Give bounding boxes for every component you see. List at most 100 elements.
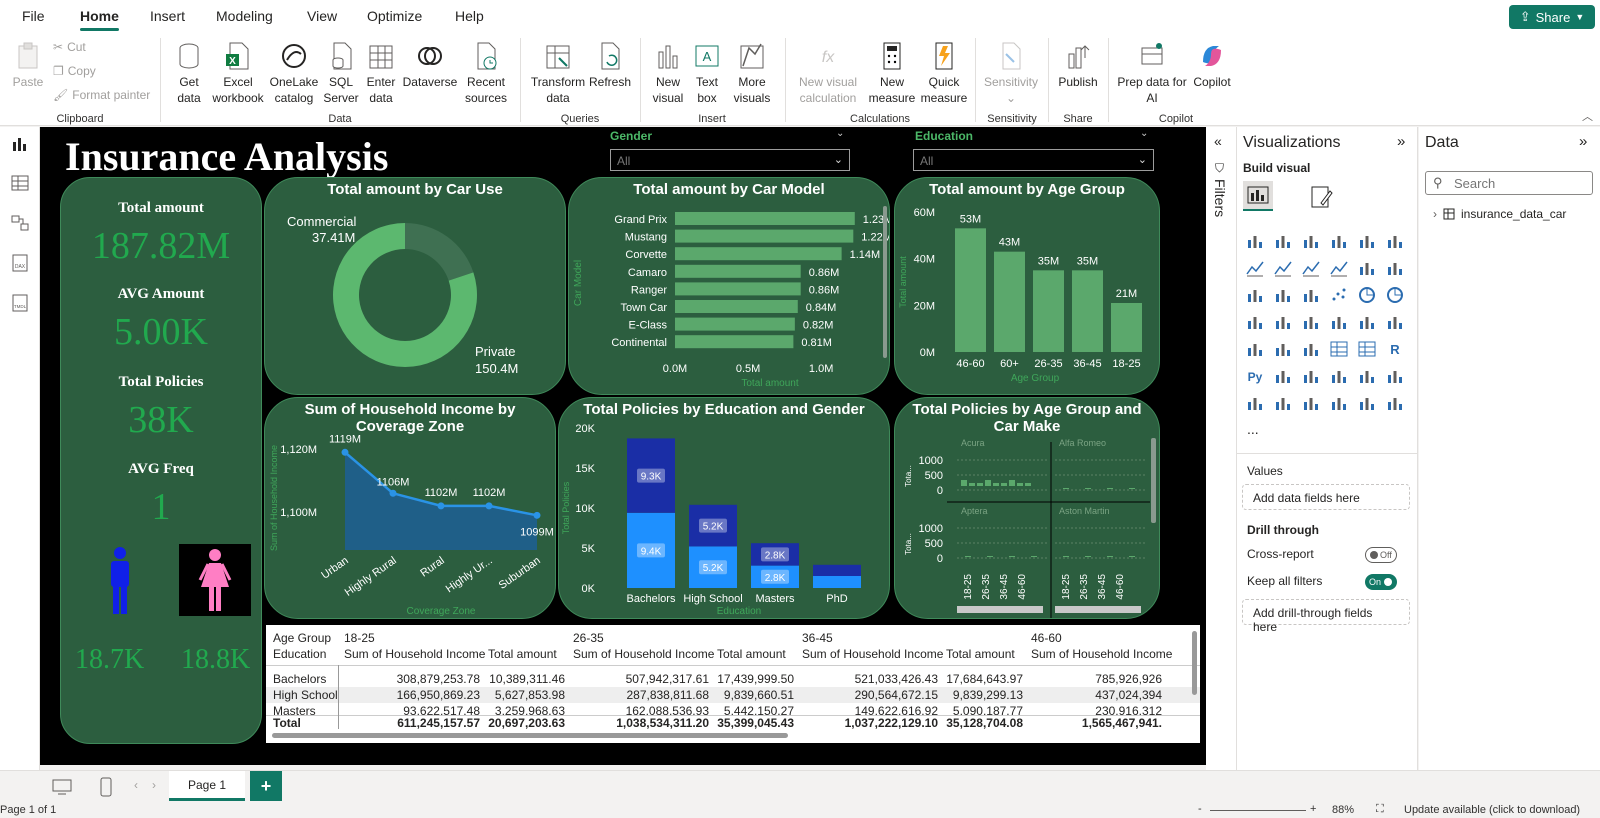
scatter-icon[interactable]: [1329, 285, 1349, 305]
table-icon[interactable]: [1329, 339, 1349, 359]
values-well[interactable]: Add data fields here: [1242, 484, 1410, 510]
power-apps-icon[interactable]: [1273, 393, 1293, 413]
tab-insert[interactable]: Insert: [150, 8, 186, 24]
kpi-icon[interactable]: [1273, 339, 1293, 359]
new-visual-button[interactable]: New visual: [648, 40, 688, 106]
map-icon[interactable]: [1273, 312, 1293, 332]
line-clustered-column-icon[interactable]: [1385, 258, 1405, 278]
trophy-icon[interactable]: [1385, 366, 1405, 386]
smart-narrative-icon[interactable]: [1357, 366, 1377, 386]
expand-icon[interactable]: «: [1214, 133, 1222, 149]
zoom-slider[interactable]: [1210, 810, 1306, 811]
new-visual-calculation-button[interactable]: fx New visual calculation: [796, 40, 860, 106]
clustered-column-icon[interactable]: [1329, 231, 1349, 251]
tab-optimize[interactable]: Optimize: [367, 8, 423, 24]
next-page-icon[interactable]: ›: [152, 778, 156, 792]
new-measure-button[interactable]: New measure: [868, 40, 916, 106]
onelake-catalog-button[interactable]: OneLake catalog: [268, 40, 320, 106]
recent-sources-button[interactable]: Recent sources: [460, 40, 512, 106]
refresh-button[interactable]: Refresh: [588, 40, 632, 90]
chart-age-car-make[interactable]: Total Policies by Age Group and Car Make…: [894, 397, 1160, 619]
power-automate-icon[interactable]: [1301, 393, 1321, 413]
paginated-report-icon[interactable]: [1245, 393, 1265, 413]
quick-measure-button[interactable]: Quick measure: [918, 40, 970, 106]
copilot-button[interactable]: Copilot: [1186, 40, 1238, 90]
line-stacked-column-icon[interactable]: [1357, 258, 1377, 278]
waterfall-icon[interactable]: [1273, 285, 1293, 305]
update-available[interactable]: Update available (click to download): [1404, 804, 1581, 816]
python-icon[interactable]: Py: [1245, 366, 1265, 386]
kpi-card[interactable]: Total amount 187.82M AVG Amount 5.00K To…: [60, 177, 262, 744]
chevrons-icon[interactable]: [1385, 393, 1405, 413]
chart-car-use[interactable]: Total amount by Car Use Commercial 37.41M…: [264, 177, 566, 395]
clustered-bar-icon[interactable]: [1301, 231, 1321, 251]
keep-all-filters-toggle[interactable]: On: [1365, 574, 1397, 590]
prev-page-icon[interactable]: ‹: [134, 778, 138, 792]
model-view-icon[interactable]: [10, 213, 30, 233]
paste-button[interactable]: Paste: [10, 40, 46, 90]
collapse-ribbon-icon[interactable]: ︿: [1582, 111, 1593, 123]
chart-age-group[interactable]: Total amount by Age Group 0M 20M 40M 60M 53M…: [894, 177, 1160, 395]
stacked-area-icon[interactable]: [1301, 258, 1321, 278]
table-view-icon[interactable]: [10, 173, 30, 193]
funnel-icon[interactable]: [1301, 285, 1321, 305]
100-stacked-column-icon[interactable]: [1385, 231, 1405, 251]
stacked-bar-icon[interactable]: [1245, 231, 1265, 251]
excel-workbook-button[interactable]: X Excel workbook: [210, 40, 266, 106]
add-page-button[interactable]: +: [250, 771, 282, 801]
line-icon[interactable]: [1245, 258, 1265, 278]
mobile-layout-icon[interactable]: [100, 777, 112, 797]
collapse-pane-icon[interactable]: »: [1397, 133, 1406, 150]
donut-icon[interactable]: [1385, 285, 1405, 305]
area-icon[interactable]: [1273, 258, 1293, 278]
treemap-icon[interactable]: [1245, 312, 1265, 332]
more-visuals-button[interactable]: More visuals: [728, 40, 776, 106]
100-stacked-area-icon[interactable]: [1329, 258, 1349, 278]
ribbon-icon[interactable]: [1245, 285, 1265, 305]
report-view-icon[interactable]: [10, 134, 30, 154]
fit-page-icon[interactable]: ⛶: [1376, 803, 1384, 815]
slicer-gender-dropdown[interactable]: All ⌄: [610, 149, 850, 171]
sql-server-button[interactable]: SQL Server: [322, 40, 360, 106]
pie-icon[interactable]: [1357, 285, 1377, 305]
desktop-layout-icon[interactable]: [52, 779, 72, 795]
chart-car-model[interactable]: Total amount by Car Model Grand Prix 1.23…: [568, 177, 890, 395]
slicer-icon[interactable]: [1301, 339, 1321, 359]
qa-icon[interactable]: [1329, 366, 1349, 386]
dataverse-button[interactable]: Dataverse: [402, 40, 458, 90]
stacked-column-icon[interactable]: [1273, 231, 1293, 251]
share-button[interactable]: ⇪ Share ▼: [1509, 5, 1595, 29]
copy-button[interactable]: ❐ Copy: [53, 64, 96, 78]
drill-through-well[interactable]: Add drill-through fields here: [1242, 599, 1410, 634]
sensitivity-button[interactable]: Sensitivity ⌄: [980, 40, 1042, 106]
zoom-out-button[interactable]: -: [1198, 803, 1202, 815]
page-tab-1[interactable]: Page 1: [169, 771, 245, 801]
collapse-pane-icon[interactable]: »: [1579, 133, 1588, 150]
matrix-icon[interactable]: [1357, 339, 1377, 359]
tab-help[interactable]: Help: [455, 8, 484, 24]
more-visuals-ellipsis[interactable]: ...: [1247, 421, 1259, 437]
card-icon[interactable]: [1385, 312, 1405, 332]
table-item[interactable]: › insurance_data_car: [1433, 207, 1566, 221]
cut-button[interactable]: ✂ Cut: [53, 40, 86, 54]
arcgis-icon[interactable]: [1329, 393, 1349, 413]
horizontal-scrollbar[interactable]: [272, 733, 788, 738]
azure-map-icon[interactable]: [1329, 312, 1349, 332]
chart-household-income[interactable]: Sum of Household Income by Coverage Zone…: [264, 397, 556, 619]
chart-education-gender[interactable]: Total Policies by Education and Gender 0…: [558, 397, 890, 619]
get-data-button[interactable]: Get data: [169, 40, 209, 106]
gauge-icon[interactable]: [1357, 312, 1377, 332]
r-script-icon[interactable]: R: [1385, 339, 1405, 359]
tmdl-view-icon[interactable]: TMDL: [10, 293, 30, 313]
diamond-icon[interactable]: [1357, 393, 1377, 413]
publish-button[interactable]: Publish: [1054, 40, 1102, 90]
build-visual-tab[interactable]: [1243, 181, 1273, 211]
format-painter-button[interactable]: 🖌 Format painter: [53, 88, 151, 102]
key-influencers-icon[interactable]: [1273, 366, 1293, 386]
enter-data-button[interactable]: Enter data: [362, 40, 400, 106]
tab-home[interactable]: Home: [80, 8, 119, 31]
prep-data-ai-button[interactable]: Prep data for AI: [1114, 40, 1190, 106]
transform-data-button[interactable]: Transform data: [530, 40, 586, 106]
cross-report-toggle[interactable]: Off: [1365, 547, 1397, 563]
tab-view[interactable]: View: [307, 8, 338, 24]
